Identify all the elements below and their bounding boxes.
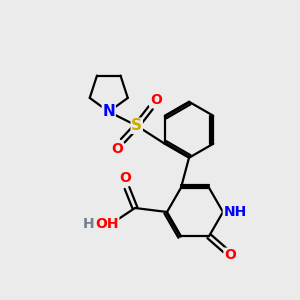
Text: N: N: [102, 104, 115, 119]
Text: O: O: [111, 142, 123, 156]
Text: S: S: [131, 118, 142, 133]
Text: O: O: [119, 171, 131, 185]
Text: H: H: [83, 217, 95, 231]
Text: OH: OH: [95, 217, 119, 231]
Text: NH: NH: [224, 205, 247, 219]
Text: O: O: [150, 93, 162, 107]
Text: O: O: [224, 248, 236, 262]
